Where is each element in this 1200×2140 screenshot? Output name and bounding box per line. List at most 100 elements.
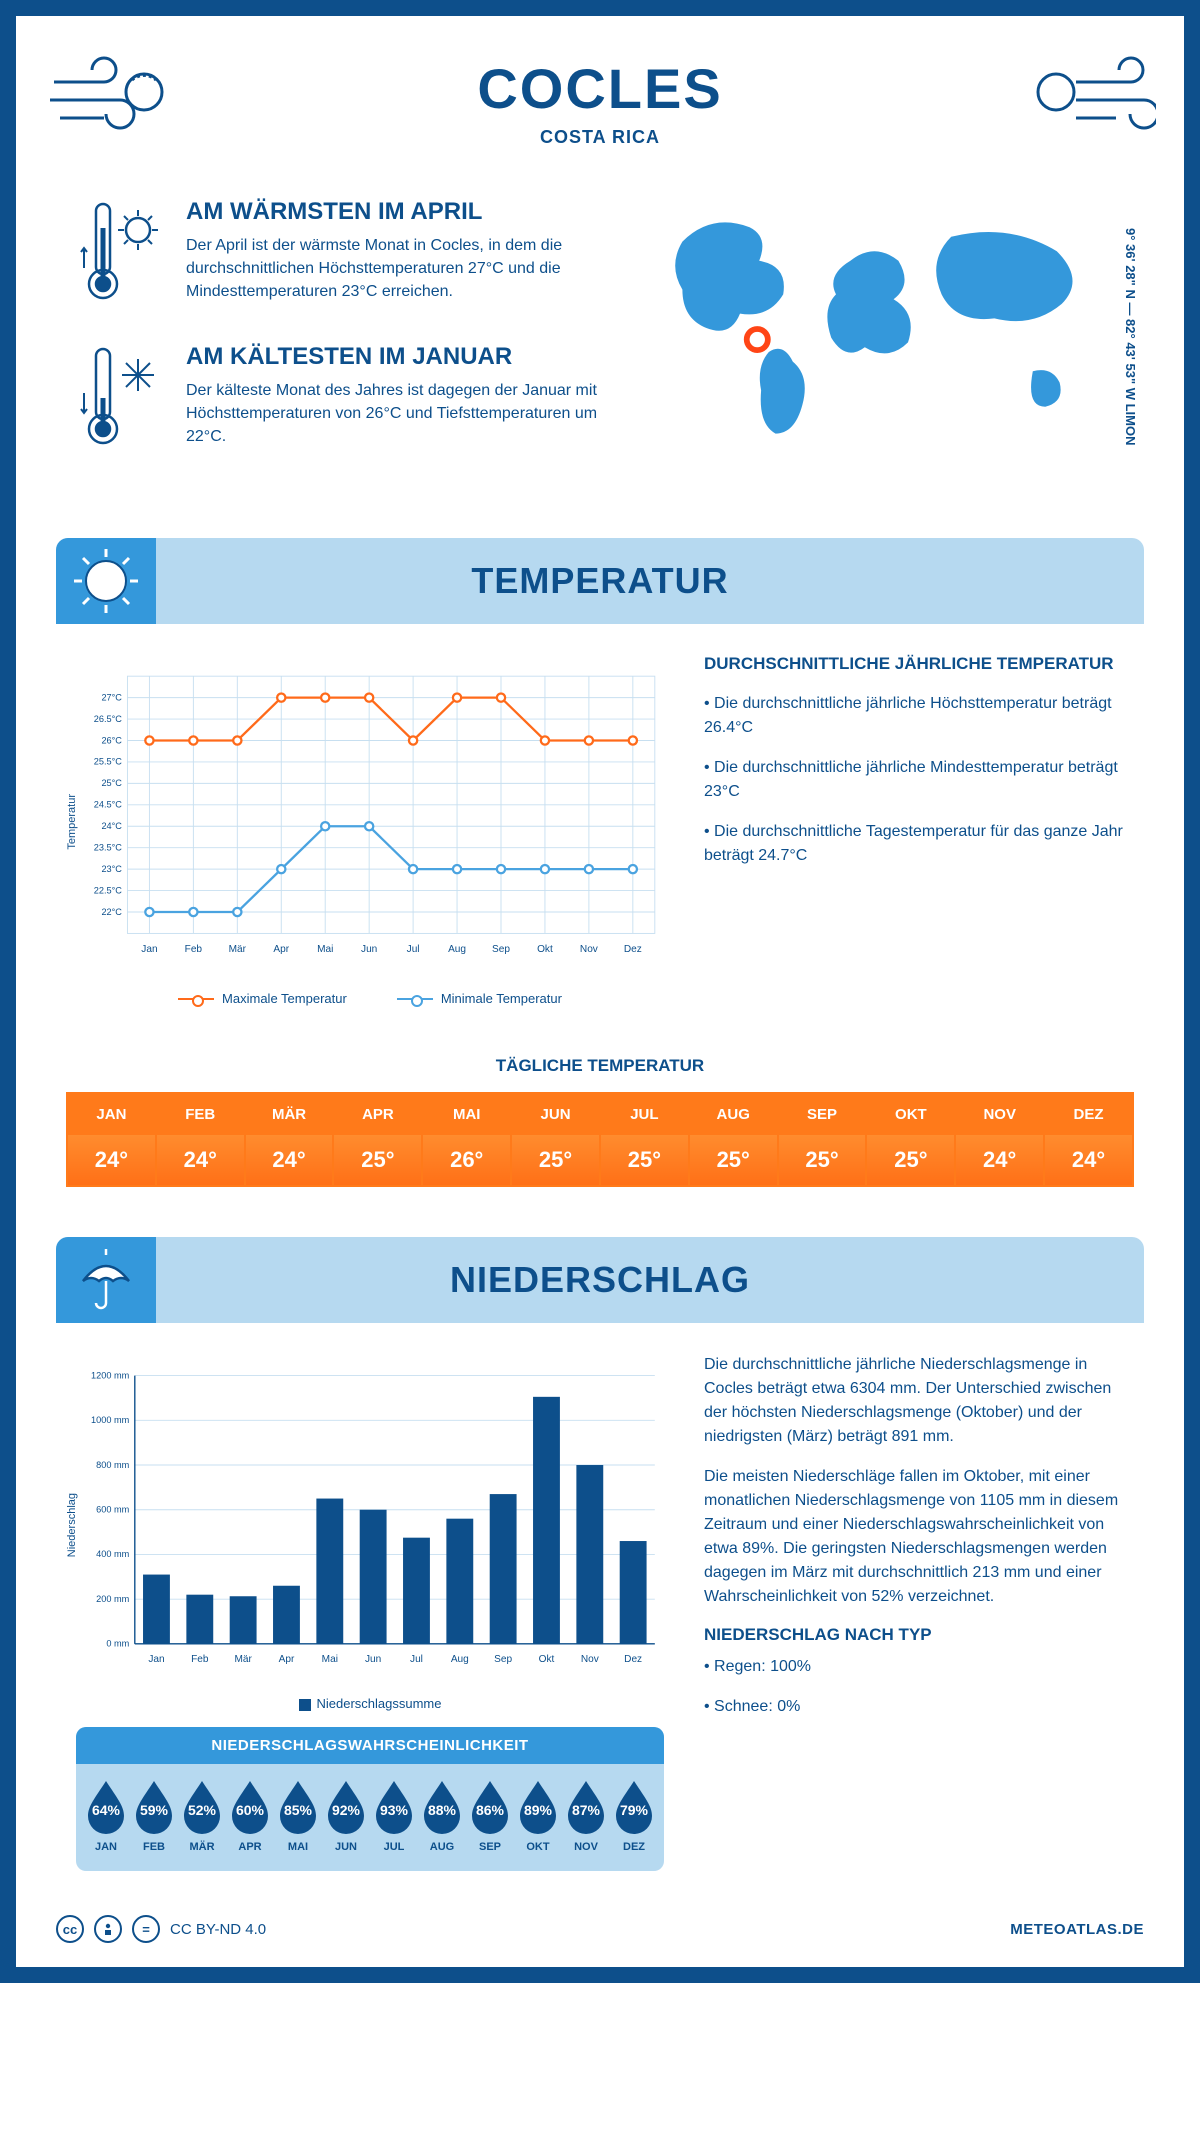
temp-legend: Maximale Temperatur Minimale Temperatur [76, 991, 664, 1006]
svg-text:600 mm: 600 mm [96, 1504, 129, 1514]
daily-month: JAN [68, 1094, 157, 1135]
svg-text:400 mm: 400 mm [96, 1549, 129, 1559]
svg-text:Mai: Mai [317, 944, 333, 955]
svg-text:25.5°C: 25.5°C [94, 757, 123, 767]
drop-month: NOV [563, 1841, 609, 1853]
svg-text:Dez: Dez [624, 1654, 642, 1665]
license-text: CC BY-ND 4.0 [170, 1921, 266, 1938]
drop-value: 60% [227, 1802, 273, 1818]
daily-value: 25° [690, 1135, 779, 1185]
svg-text:Apr: Apr [279, 1654, 295, 1665]
drop-month: SEP [467, 1841, 513, 1853]
coldest-title: AM KÄLTESTEN IM JANUAR [186, 343, 604, 371]
probability-drop: 59% FEB [131, 1778, 177, 1853]
svg-text:25°C: 25°C [101, 778, 122, 788]
daily-month: APR [334, 1094, 423, 1135]
drop-value: 52% [179, 1802, 225, 1818]
svg-text:Dez: Dez [624, 944, 642, 955]
svg-text:Jun: Jun [361, 944, 377, 955]
probability-drop: 86% SEP [467, 1778, 513, 1853]
drop-month: OKT [515, 1841, 561, 1853]
info-section: AM WÄRMSTEN IM APRIL Der April ist der w… [16, 178, 1184, 528]
daily-value: 25° [601, 1135, 690, 1185]
drop-value: 79% [611, 1802, 657, 1818]
daily-month: MÄR [246, 1094, 335, 1135]
svg-text:Sep: Sep [492, 944, 510, 955]
daily-month: AUG [690, 1094, 779, 1135]
drop-value: 64% [83, 1802, 129, 1818]
daily-value: 25° [512, 1135, 601, 1185]
daily-value: 24° [246, 1135, 335, 1185]
svg-text:27°C: 27°C [101, 692, 122, 702]
svg-text:Aug: Aug [451, 1654, 469, 1665]
coldest-block: AM KÄLTESTEN IM JANUAR Der kälteste Mona… [76, 343, 604, 458]
page-subtitle: COSTA RICA [36, 127, 1164, 148]
svg-text:Apr: Apr [273, 944, 289, 955]
drop-value: 85% [275, 1802, 321, 1818]
header: COCLES COSTA RICA [16, 16, 1184, 178]
thermometer-cold-icon [76, 343, 166, 453]
daily-month: MAI [423, 1094, 512, 1135]
daily-month: FEB [157, 1094, 246, 1135]
svg-text:26.5°C: 26.5°C [94, 714, 123, 724]
drop-value: 59% [131, 1802, 177, 1818]
drop-value: 92% [323, 1802, 369, 1818]
svg-text:Okt: Okt [539, 1654, 555, 1665]
page-title: COCLES [36, 56, 1164, 121]
daily-value: 25° [334, 1135, 423, 1185]
cc-icon: cc [56, 1915, 84, 1943]
drop-value: 89% [515, 1802, 561, 1818]
precip-legend: Niederschlagssumme [76, 1696, 664, 1711]
svg-text:Jul: Jul [407, 944, 420, 955]
daily-value: 24° [157, 1135, 246, 1185]
svg-text:22.5°C: 22.5°C [94, 885, 123, 895]
svg-text:Nov: Nov [581, 1654, 600, 1665]
precip-ylabel: Niederschlag [66, 1493, 78, 1557]
svg-text:24.5°C: 24.5°C [94, 800, 123, 810]
svg-text:200 mm: 200 mm [96, 1594, 129, 1604]
probability-drop: 88% AUG [419, 1778, 465, 1853]
temp-bullet-2: • Die durchschnittliche jährliche Mindes… [704, 756, 1124, 804]
wind-icon [1026, 52, 1156, 142]
probability-drop: 52% MÄR [179, 1778, 225, 1853]
drop-value: 87% [563, 1802, 609, 1818]
svg-text:Aug: Aug [448, 944, 466, 955]
precip-para-2: Die meisten Niederschläge fallen im Okto… [704, 1465, 1124, 1609]
probability-drop: 89% OKT [515, 1778, 561, 1853]
warmest-title: AM WÄRMSTEN IM APRIL [186, 198, 604, 226]
probability-drop: 92% JUN [323, 1778, 369, 1853]
coordinates: 9° 36' 28" N — 82° 43' 53" W LIMON [1123, 228, 1138, 445]
temp-ylabel: Temperatur [66, 794, 78, 850]
by-icon [94, 1915, 122, 1943]
temperature-heading: TEMPERATUR [76, 560, 1124, 602]
daily-value: 25° [779, 1135, 868, 1185]
precip-para-1: Die durchschnittliche jährliche Niedersc… [704, 1353, 1124, 1449]
precipitation-probability-box: NIEDERSCHLAGSWAHRSCHEINLICHKEIT 64% JAN … [76, 1727, 664, 1871]
sun-icon [56, 538, 156, 624]
legend-min-label: Minimale Temperatur [441, 991, 562, 1006]
daily-value: 24° [956, 1135, 1045, 1185]
svg-text:Mär: Mär [229, 944, 247, 955]
probability-drop: 85% MAI [275, 1778, 321, 1853]
svg-text:Sep: Sep [494, 1654, 512, 1665]
drop-month: MÄR [179, 1841, 225, 1853]
daily-month: SEP [779, 1094, 868, 1135]
precip-type-rain: • Regen: 100% [704, 1655, 1124, 1679]
drop-value: 93% [371, 1802, 417, 1818]
daily-temp-table: JANFEBMÄRAPRMAIJUNJULAUGSEPOKTNOVDEZ 24°… [66, 1092, 1134, 1187]
daily-value: 24° [68, 1135, 157, 1185]
umbrella-icon [56, 1237, 156, 1323]
legend-max-label: Maximale Temperatur [222, 991, 347, 1006]
drop-month: FEB [131, 1841, 177, 1853]
probability-drop: 60% APR [227, 1778, 273, 1853]
svg-text:Jul: Jul [410, 1654, 423, 1665]
temperature-section-header: TEMPERATUR [56, 538, 1144, 624]
precipitation-section-header: NIEDERSCHLAG [56, 1237, 1144, 1323]
probability-drop: 93% JUL [371, 1778, 417, 1853]
svg-text:Okt: Okt [537, 944, 553, 955]
svg-text:1000 mm: 1000 mm [91, 1415, 130, 1425]
drop-month: APR [227, 1841, 273, 1853]
precip-type-snow: • Schnee: 0% [704, 1695, 1124, 1719]
world-map [644, 198, 1124, 458]
drop-month: MAI [275, 1841, 321, 1853]
